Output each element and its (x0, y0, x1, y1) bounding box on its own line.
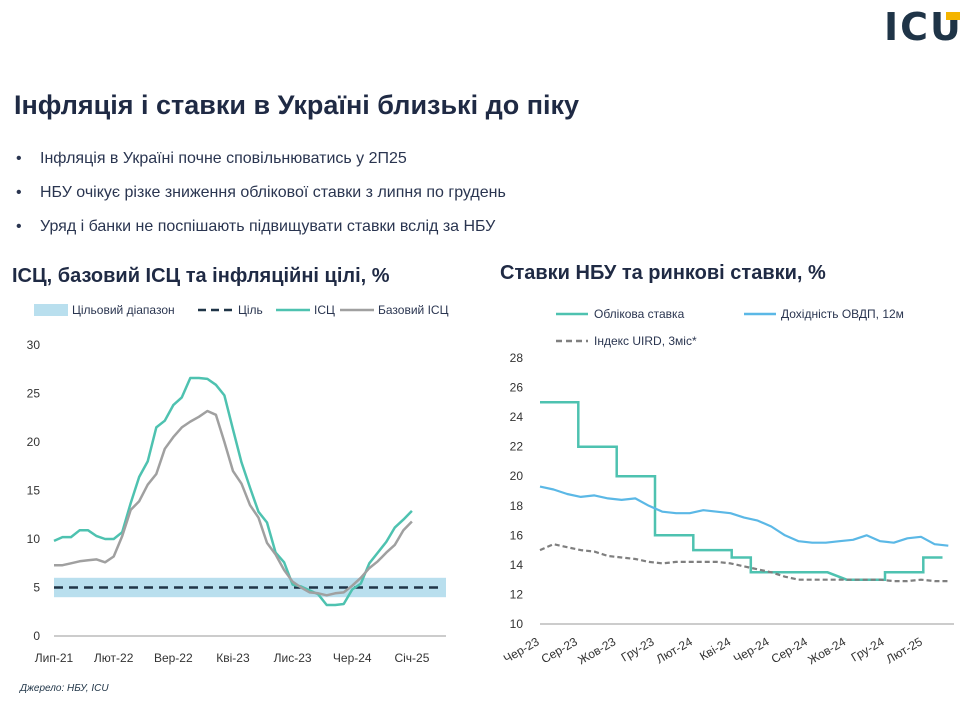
x-tick-label: Жов-24 (805, 634, 848, 667)
y-tick-label: 14 (510, 558, 524, 572)
y-tick-label: 5 (33, 581, 40, 595)
legend-swatch-target-range (34, 304, 68, 316)
x-tick-label: Гру-24 (849, 634, 887, 664)
x-tick-label: Чер-23 (501, 634, 542, 666)
legend-label-core-cpi: Базовий ІСЦ (378, 303, 449, 317)
uird-index-line (539, 543, 949, 583)
y-tick-label: 20 (510, 469, 524, 483)
y-tick-label: 24 (510, 410, 524, 424)
bullet-item: НБУ очікує різке зниження облікової став… (14, 182, 506, 216)
core-cpi-line (54, 409, 413, 597)
y-tick-label: 20 (27, 435, 41, 449)
chart1-title: ІСЦ, базовий ІСЦ та інфляційні цілі, % (12, 265, 390, 287)
x-tick-label: Кві-24 (697, 634, 733, 663)
legend-label-target-range: Цільовий діапазон (72, 303, 175, 317)
ovdp-yield-line (539, 485, 949, 547)
bullet-item: Уряд і банки не поспішають підвищувати с… (14, 216, 506, 250)
legend-label-key-rate: Облікова ставка (594, 307, 685, 321)
x-tick-label: Лют-24 (654, 634, 695, 666)
y-tick-label: 10 (27, 532, 41, 546)
x-tick-label: Сер-24 (769, 634, 810, 666)
y-tick-label: 16 (510, 528, 524, 542)
source-note: Джерело: НБУ, ICU (20, 683, 109, 694)
y-tick-label: 18 (510, 499, 524, 513)
y-tick-label: 12 (510, 587, 524, 601)
y-tick-label: 30 (27, 338, 41, 352)
x-tick-label: Вер-22 (154, 651, 193, 665)
page-title: Інфляція і ставки в Україні близькі до п… (14, 90, 580, 120)
y-tick-label: 15 (27, 484, 41, 498)
legend-label-cpi: ІСЦ (314, 303, 335, 317)
x-tick-label: Сер-23 (539, 634, 580, 666)
cpi-line (53, 376, 413, 607)
y-tick-label: 10 (510, 617, 524, 631)
bullet-item: Інфляція в Україні почне сповільнюватись… (14, 148, 506, 182)
y-tick-label: 0 (33, 629, 40, 643)
x-tick-label: Лют-22 (94, 651, 134, 665)
x-tick-label: Гру-23 (619, 634, 657, 664)
x-tick-label: Січ-25 (394, 651, 429, 665)
chart2-title: Ставки НБУ та ринкові ставки, % (500, 262, 826, 284)
x-tick-label: Кві-23 (216, 651, 250, 665)
y-tick-label: 26 (510, 381, 524, 395)
icu-logo: ICU (884, 5, 963, 49)
x-tick-label: Жов-23 (575, 634, 618, 667)
x-tick-label: Лют-25 (884, 634, 925, 666)
y-tick-label: 28 (510, 351, 524, 365)
bullet-list: Інфляція в Україні почне сповільнюватись… (14, 148, 506, 250)
logo-accent (946, 12, 960, 20)
legend-label-uird: Індекс UIRD, 3міс* (594, 334, 697, 348)
x-tick-label: Чер-24 (731, 634, 772, 666)
y-tick-label: 25 (27, 387, 41, 401)
x-tick-label: Лис-23 (274, 651, 312, 665)
x-tick-label: Лип-21 (35, 651, 74, 665)
x-tick-label: Чер-24 (333, 651, 372, 665)
legend-label-target: Ціль (238, 303, 263, 317)
legend-label-ovdp: Дохідність ОВДП, 12м (781, 307, 904, 321)
key-rate-line (540, 401, 943, 581)
y-tick-label: 22 (510, 440, 524, 454)
